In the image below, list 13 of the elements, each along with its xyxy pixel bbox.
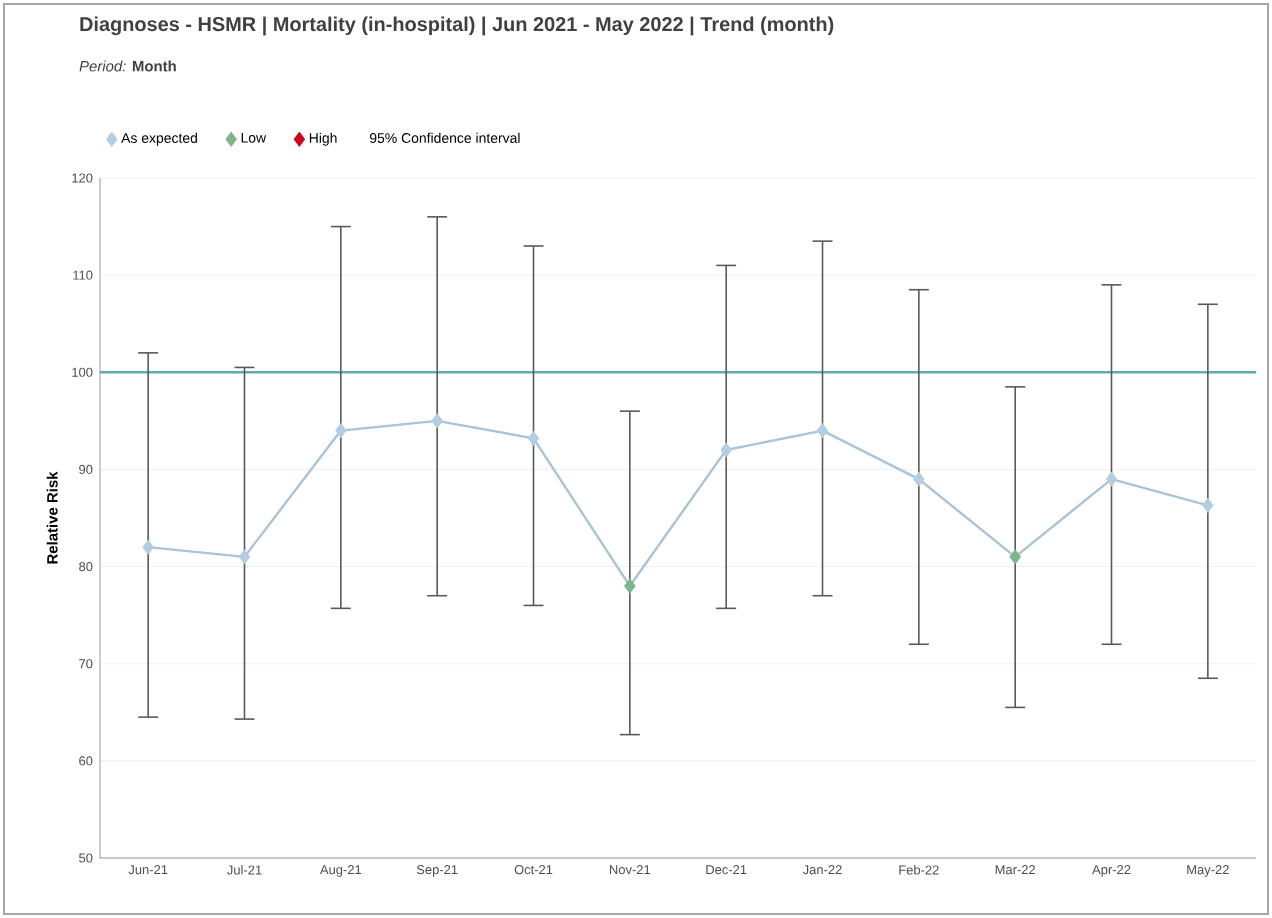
point: [1105, 471, 1118, 487]
point: [238, 549, 251, 565]
point: [431, 413, 443, 429]
chart-title: Diagnoses - HSMR | Mortality (in-hospital) | Jun 2021 - May 2022 | Trend (month): [80, 16, 834, 36]
point: [816, 423, 829, 439]
point: [720, 442, 732, 458]
point: [1202, 497, 1214, 513]
point: [142, 539, 154, 555]
point: [1009, 549, 1021, 565]
point: [335, 423, 347, 439]
point: [527, 430, 540, 446]
point: [913, 471, 925, 487]
point: [624, 578, 636, 594]
